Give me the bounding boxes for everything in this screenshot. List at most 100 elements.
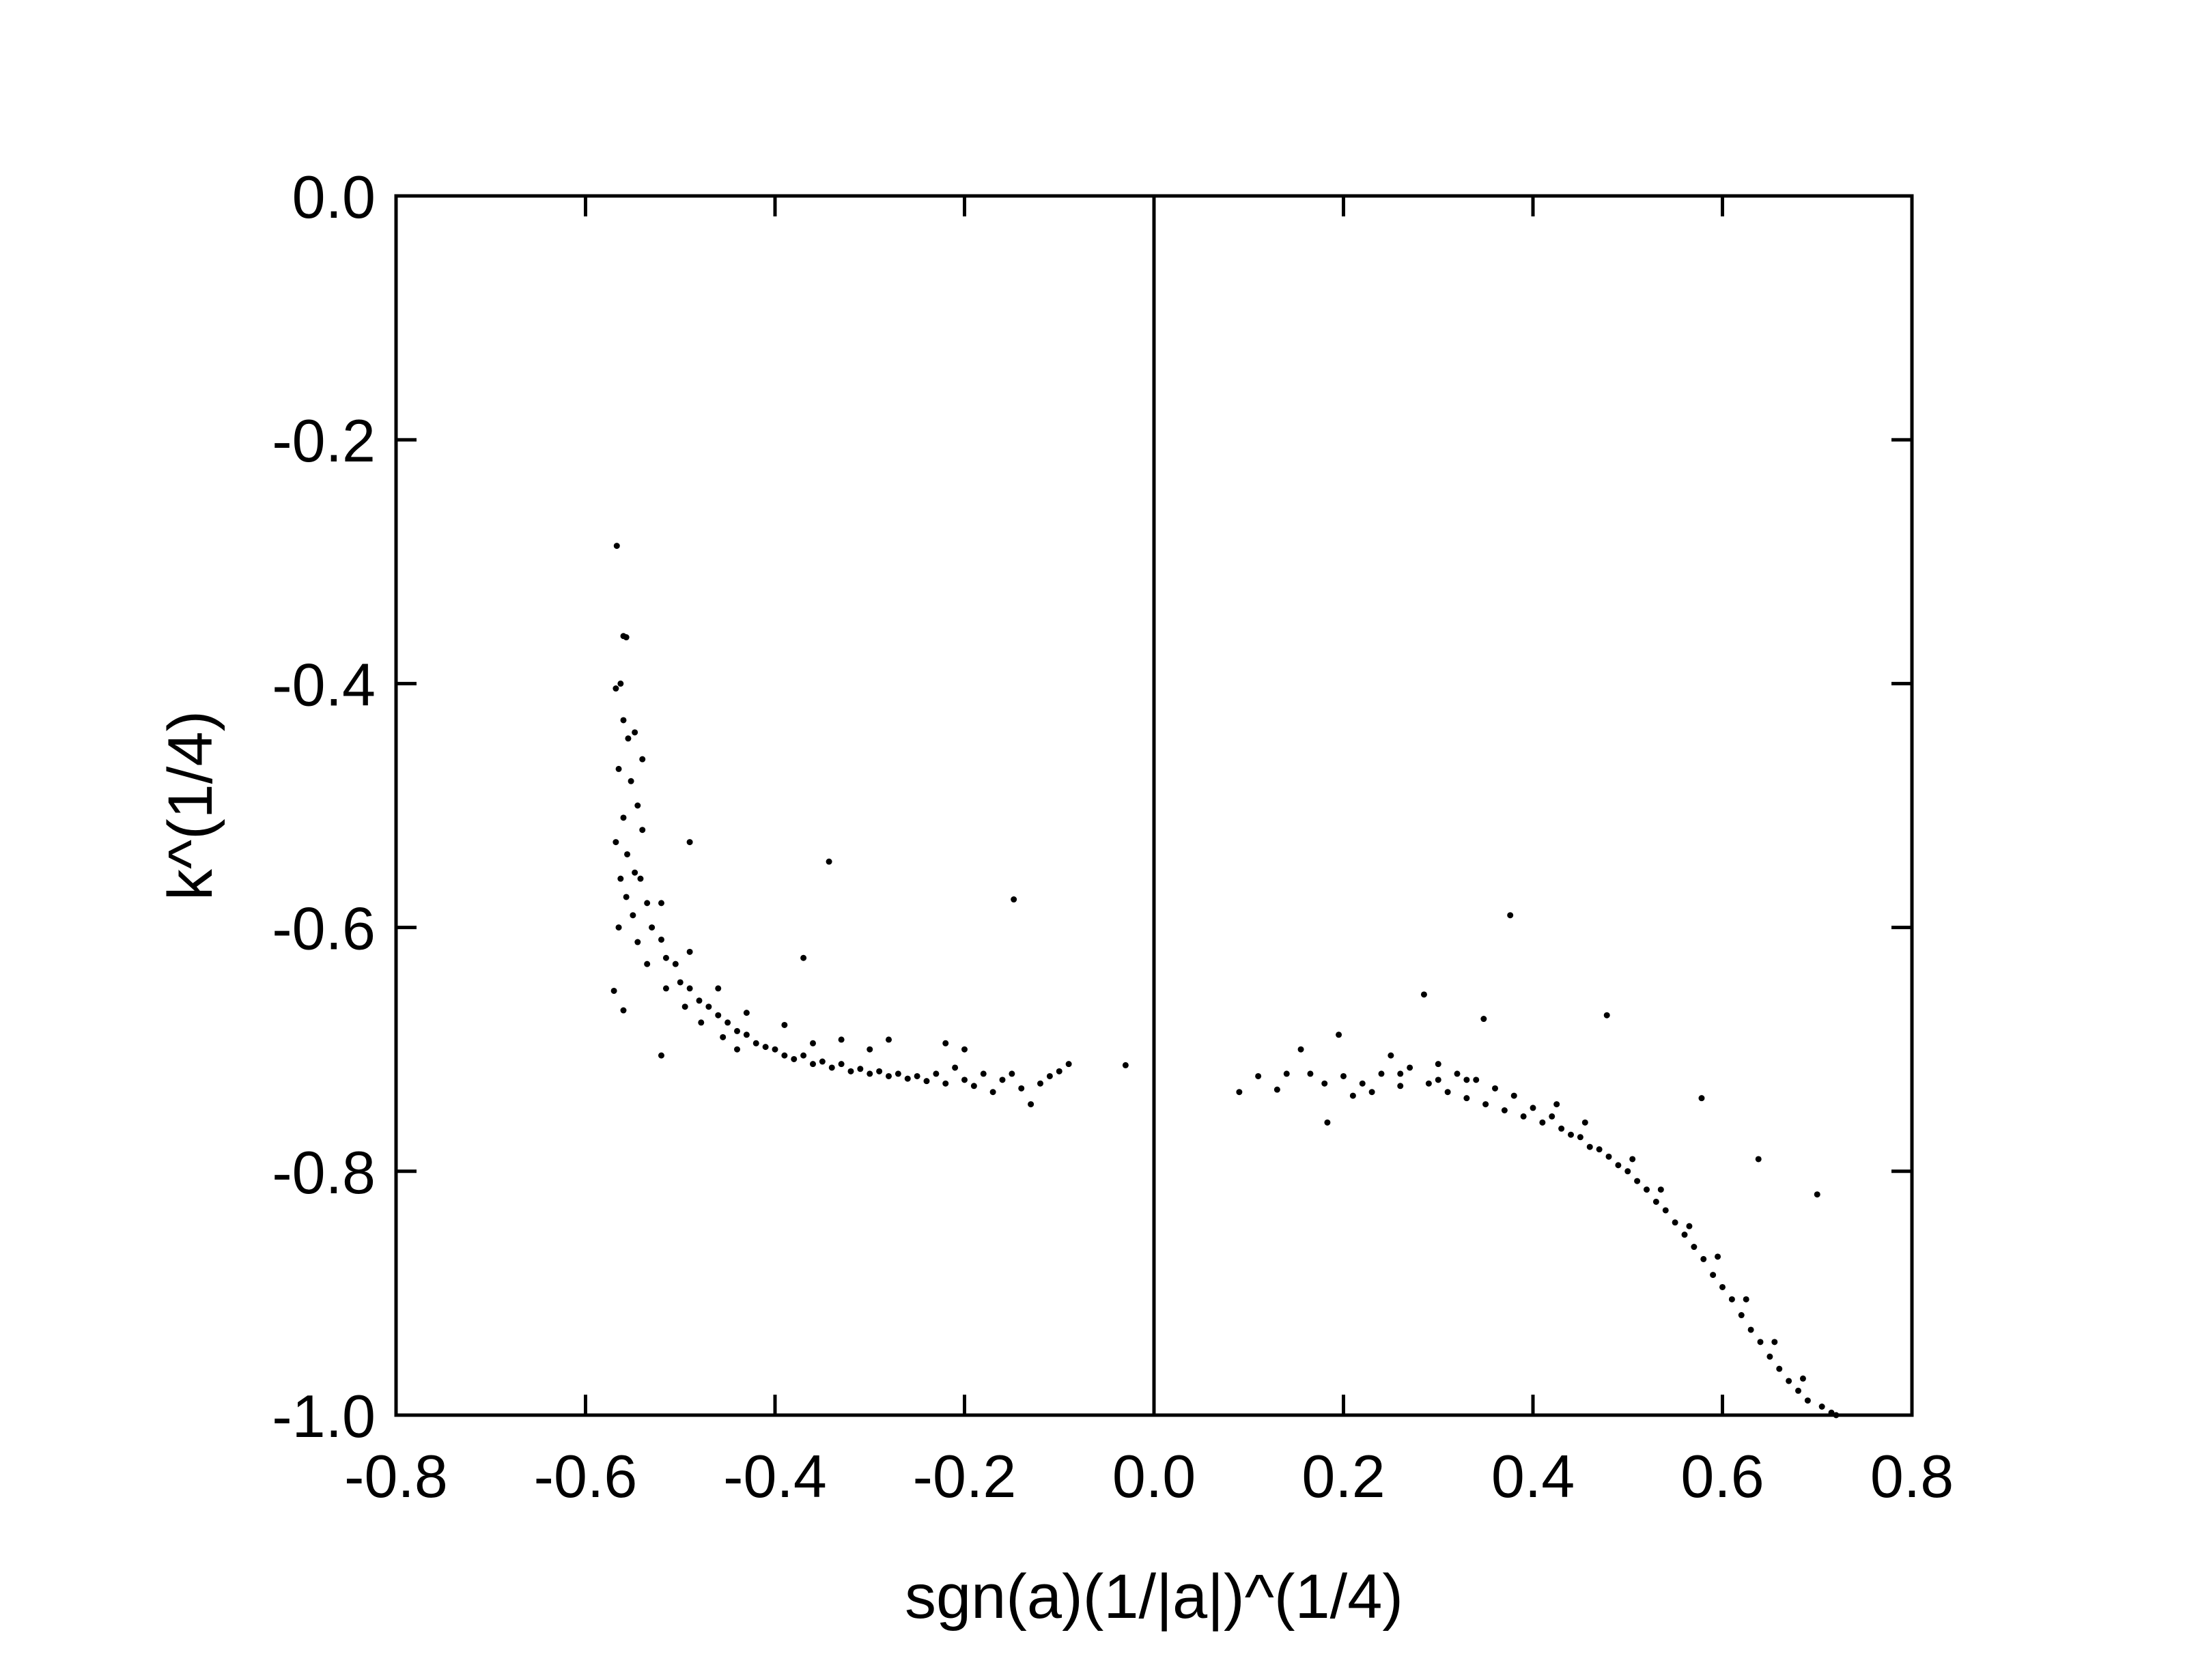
data-point [781, 1021, 788, 1028]
data-point [630, 912, 636, 919]
data-point [1463, 1077, 1470, 1083]
data-point [828, 1064, 835, 1071]
data-point [867, 1070, 873, 1077]
data-point [800, 1052, 807, 1059]
data-point [715, 1012, 722, 1019]
data-point [952, 1064, 959, 1071]
y-tick-label: 0.0 [292, 163, 376, 231]
data-point [1324, 1119, 1331, 1126]
data-point [1492, 1085, 1498, 1092]
data-point [617, 680, 624, 687]
x-tick-label: -0.4 [723, 1442, 827, 1510]
data-point [1603, 1012, 1610, 1019]
data-point [914, 1072, 920, 1079]
data-point [970, 1083, 977, 1090]
x-tick-label: 0.8 [1870, 1442, 1954, 1510]
plot-frame [394, 194, 1914, 1417]
data-point [1435, 1061, 1441, 1068]
data-point [1615, 1162, 1622, 1169]
y-tick-label: -1.0 [272, 1382, 376, 1450]
data-point [610, 987, 617, 994]
data-point [1629, 1156, 1636, 1163]
data-point [1743, 1296, 1749, 1302]
data-point [1644, 1186, 1650, 1193]
data-point [623, 894, 630, 900]
data-point [724, 1019, 731, 1026]
data-point [1368, 1089, 1375, 1096]
data-point [876, 1068, 883, 1074]
data-point [1122, 1062, 1129, 1068]
data-point [980, 1070, 987, 1077]
data-point [867, 1046, 873, 1053]
data-point [810, 1061, 816, 1068]
data-point [615, 924, 622, 931]
data-point [1657, 1186, 1664, 1193]
data-point [1463, 1095, 1470, 1102]
x-tick-label: 0.6 [1680, 1442, 1764, 1510]
data-point [644, 900, 651, 907]
data-point [658, 1052, 664, 1059]
data-point [617, 875, 624, 882]
data-point [1236, 1089, 1243, 1096]
data-point [1046, 1072, 1053, 1079]
data-point [658, 936, 664, 943]
data-point [819, 1058, 826, 1065]
data-point [1710, 1272, 1717, 1279]
data-point [658, 900, 664, 907]
data-point [613, 685, 619, 692]
data-point [1336, 1031, 1342, 1038]
data-point [1818, 1403, 1825, 1410]
data-point [1037, 1080, 1043, 1087]
data-point [1662, 1207, 1669, 1214]
data-point [1255, 1072, 1262, 1079]
data-point [1577, 1134, 1583, 1141]
data-point [895, 1070, 901, 1077]
data-point [1728, 1296, 1735, 1302]
data-point [613, 839, 619, 846]
x-tick-label: 0.4 [1491, 1442, 1575, 1510]
data-point [1480, 1016, 1487, 1023]
data-point [1757, 1339, 1764, 1346]
x-tick-label: 0.2 [1301, 1442, 1385, 1510]
data-point [620, 814, 627, 821]
data-point [1698, 1095, 1705, 1102]
data-point [639, 756, 646, 763]
data-point [1755, 1156, 1762, 1163]
y-tick-labels: 0.0 -0.2 -0.4 -0.6 -0.8 -1.0 [272, 163, 376, 1450]
data-point [620, 1007, 627, 1014]
data-point [1799, 1375, 1806, 1382]
data-point [1605, 1153, 1612, 1160]
data-point [989, 1089, 996, 1096]
x-tick-labels: -0.8 -0.6 -0.4 -0.2 0.0 0.2 0.4 0.6 0.8 [344, 1442, 1954, 1510]
y-tick-label: -0.2 [272, 407, 376, 474]
data-point [1378, 1070, 1385, 1077]
data-point [743, 1010, 750, 1016]
y-axis-title: k^(1/4) [156, 711, 225, 900]
data-point [1776, 1365, 1783, 1372]
x-tick-label: -0.8 [344, 1442, 448, 1510]
data-point [613, 543, 620, 550]
data-point [705, 1003, 712, 1010]
data-point [1359, 1080, 1366, 1087]
data-point [1273, 1086, 1280, 1093]
data-point [886, 1072, 892, 1079]
data-point [1482, 1101, 1489, 1108]
data-point [615, 765, 622, 772]
data-point [1420, 991, 1427, 998]
data-point [1425, 1080, 1432, 1087]
data-point [800, 954, 807, 961]
data-point [1700, 1255, 1707, 1262]
data-point [625, 735, 632, 742]
data-point [1719, 1283, 1726, 1290]
data-point [791, 1055, 798, 1062]
data-point [672, 960, 679, 967]
data-point [1056, 1068, 1062, 1074]
data-point [961, 1077, 968, 1083]
data-point [1349, 1092, 1356, 1099]
data-point [1530, 1105, 1536, 1111]
data-point [639, 827, 646, 834]
data-point [1738, 1312, 1745, 1319]
y-tick-label: -0.4 [272, 651, 376, 718]
y-tick-label: -0.6 [272, 895, 376, 963]
